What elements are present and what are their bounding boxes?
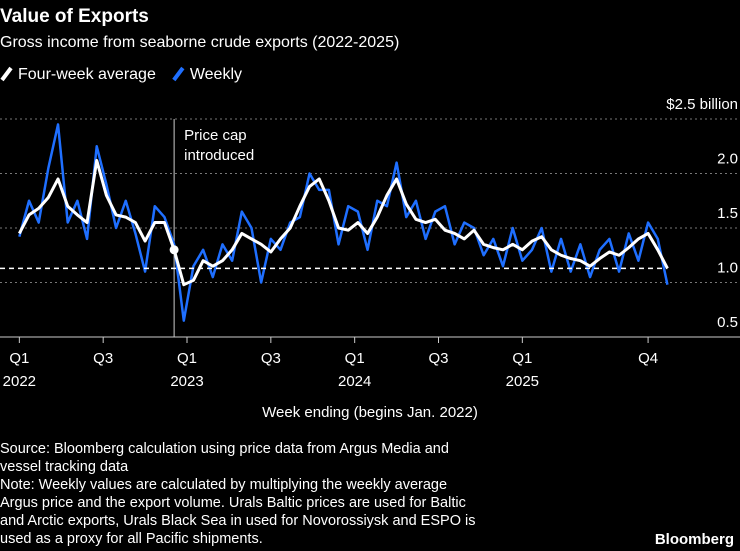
note-line: Note: Weekly values are calculated by mu… [0, 477, 447, 493]
y-tick-label: 0.5 [717, 314, 738, 331]
price-cap-point [169, 245, 179, 255]
x-tick-label: Q1 2025 [506, 350, 539, 390]
note-line: Argus price and the export volume. Urals… [0, 495, 466, 511]
note-line: and Arctic exports, Urals Black Sea in u… [0, 513, 475, 529]
x-tick-label: Q3 [428, 350, 448, 367]
legend-swatch [0, 66, 13, 82]
plot-area: 0.5 1.0 1.5 2.0 $2.5 billion Q1 2022 Q3 Q1 2023 Q3… [0, 96, 740, 390]
x-tick-label: Q3 [261, 350, 281, 367]
x-tick-label: Q1 2022 [3, 350, 36, 390]
x-tick-label: Q3 [93, 350, 113, 367]
chart-title: Value of Exports [0, 6, 149, 27]
series-line [18, 158, 669, 287]
legend: Four-week average Weekly [0, 66, 242, 83]
x-tick-label: Q4 [638, 350, 658, 367]
y-tick-label: 1.5 [717, 205, 738, 222]
note-line: used as a proxy for all Pacific shipment… [0, 531, 263, 547]
series-line [18, 123, 669, 322]
brand: Bloomberg [655, 531, 734, 548]
footnotes: Source: Bloomberg calculation using pric… [0, 441, 475, 547]
source-line: Source: Bloomberg calculation using pric… [0, 441, 449, 457]
y-tick-label: 2.0 [717, 151, 738, 168]
legend-label: Four-week average [18, 66, 156, 83]
legend-label: Weekly [190, 66, 242, 83]
annotation-text: Price cap introduced [184, 127, 254, 164]
x-tick-label: Q1 2024 [338, 350, 371, 390]
x-tick-label: Q1 2023 [170, 350, 203, 390]
source-line: vessel tracking data [0, 459, 129, 475]
y-tick-label: 1.0 [717, 260, 738, 277]
legend-swatch [172, 66, 185, 82]
chart-subtitle: Gross income from seaborne crude exports… [0, 34, 399, 51]
y-tick-label: $2.5 billion [666, 96, 738, 113]
x-axis-title: Week ending (begins Jan. 2022) [262, 404, 478, 421]
